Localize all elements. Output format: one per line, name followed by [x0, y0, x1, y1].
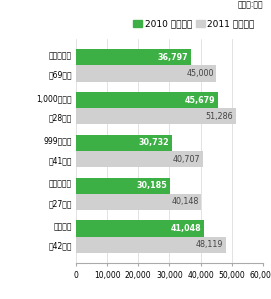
Bar: [76, 194, 201, 210]
Text: 1,000人以上: 1,000人以上: [37, 94, 72, 103]
Text: （27社）: （27社）: [49, 199, 72, 208]
Text: 非製造業: 非製造業: [54, 222, 72, 231]
Text: （単位:円）: （単位:円）: [237, 1, 263, 10]
Text: 30,185: 30,185: [137, 181, 167, 190]
Text: 40,148: 40,148: [171, 197, 199, 207]
Bar: [76, 220, 204, 237]
Text: （28社）: （28社）: [49, 113, 72, 122]
Text: 調　査　計: 調 査 計: [49, 51, 72, 60]
Text: （69社）: （69社）: [49, 71, 72, 80]
Text: 48,119: 48,119: [196, 240, 223, 249]
Text: 30,732: 30,732: [138, 138, 169, 147]
Bar: [76, 135, 172, 151]
Text: 36,797: 36,797: [157, 53, 188, 62]
Text: 製　造　業: 製 造 業: [49, 180, 72, 189]
Bar: [76, 49, 191, 65]
Text: 51,286: 51,286: [206, 112, 233, 121]
Text: 40,707: 40,707: [173, 155, 200, 164]
Bar: [76, 92, 218, 108]
Text: 45,000: 45,000: [186, 69, 214, 78]
Legend: 2010 年度実績, 2011 年度予算: 2010 年度実績, 2011 年度予算: [130, 16, 258, 32]
Text: 45,679: 45,679: [185, 95, 216, 105]
Bar: [76, 108, 236, 124]
Text: 999人以下: 999人以下: [44, 137, 72, 146]
Text: 41,048: 41,048: [170, 224, 201, 233]
Bar: [76, 237, 226, 253]
Bar: [76, 151, 203, 167]
Text: （42社）: （42社）: [49, 242, 72, 251]
Bar: [76, 178, 170, 194]
Bar: [76, 65, 216, 82]
Text: （41社）: （41社）: [49, 156, 72, 165]
